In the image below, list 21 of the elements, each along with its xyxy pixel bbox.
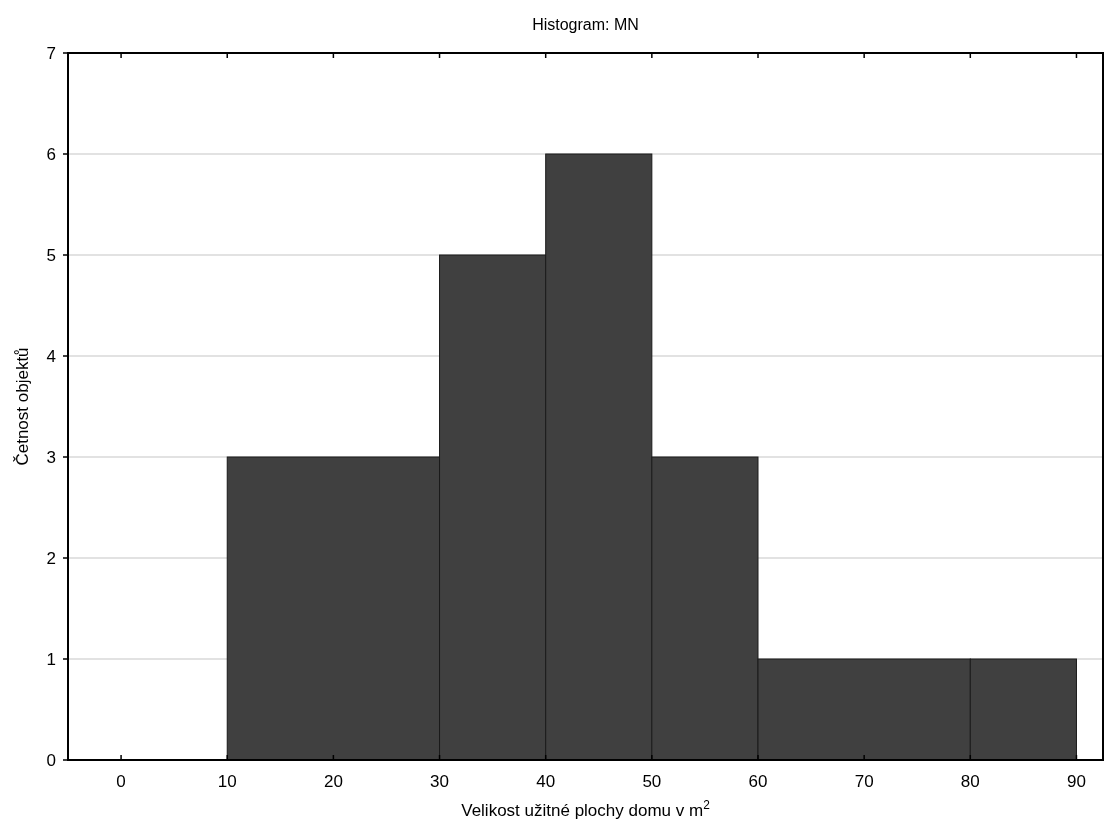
- chart-title: Histogram: MN: [532, 16, 639, 33]
- y-tick-label: 4: [46, 346, 56, 366]
- x-tick-label: 90: [1067, 772, 1086, 791]
- y-tick-label: 6: [46, 144, 56, 164]
- y-tick-label: 2: [46, 548, 56, 568]
- x-axis-title: Velikost užitné plochy domu v m$^{2}$: [461, 798, 711, 820]
- x-tick-label: 30: [430, 772, 449, 791]
- y-axis-title: Četnost objektů: [13, 347, 32, 466]
- y-tick-label: 5: [46, 245, 56, 265]
- x-tick-label: 0: [116, 772, 126, 791]
- y-tick-label: 1: [46, 649, 56, 669]
- x-tick-label: 60: [748, 772, 768, 791]
- x-tick-label: 70: [854, 772, 874, 791]
- x-tick-label: 20: [323, 772, 343, 791]
- y-tick-label: 7: [46, 43, 56, 63]
- x-tick-label: 10: [217, 772, 237, 791]
- y-tick-label: 3: [46, 447, 56, 467]
- x-tick-label: 50: [642, 772, 662, 791]
- y-tick-label: 0: [46, 750, 56, 770]
- x-tick-label: 80: [960, 772, 980, 791]
- x-tick-label: 40: [536, 772, 556, 791]
